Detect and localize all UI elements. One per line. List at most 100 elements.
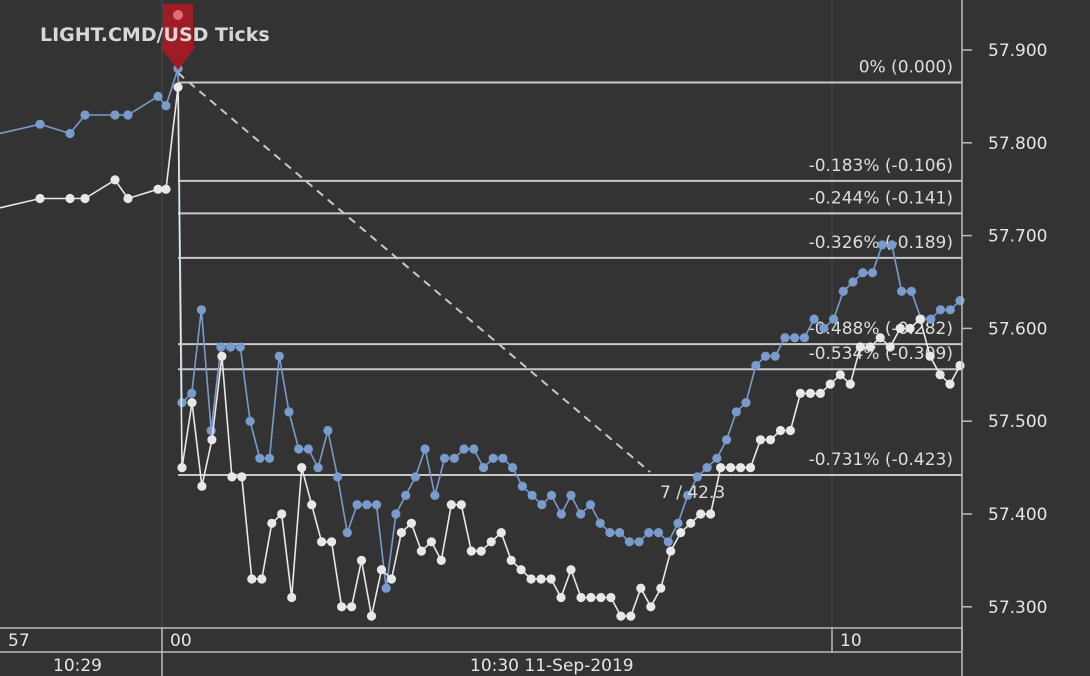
- data-point: [875, 333, 885, 343]
- data-point: [317, 537, 327, 547]
- data-point: [277, 509, 287, 519]
- marker-arrow-icon: [160, 46, 196, 70]
- data-point: [955, 360, 965, 371]
- series-1: [0, 82, 965, 621]
- chart-title: LIGHT.CMD/USD Ticks: [40, 24, 270, 46]
- data-point: [161, 101, 171, 111]
- data-point: [935, 305, 946, 315]
- data-point: [751, 360, 761, 371]
- data-point: [235, 342, 245, 352]
- data-point: [626, 611, 636, 621]
- data-point: [663, 537, 673, 547]
- data-point: [790, 333, 800, 343]
- data-point: [706, 509, 716, 519]
- data-point: [488, 453, 498, 463]
- data-point: [207, 435, 217, 445]
- data-point: [187, 388, 197, 398]
- data-point: [683, 490, 693, 500]
- data-point: [478, 463, 489, 473]
- data-point: [566, 490, 576, 500]
- y-axis: 57.900 57.800 57.700 57.600 57.500 57.400 57.3…: [962, 41, 1047, 618]
- data-point: [527, 490, 537, 500]
- data-point: [420, 444, 430, 454]
- data-point: [865, 342, 875, 352]
- x-label-10: 10: [840, 631, 862, 651]
- series-0: [0, 64, 965, 593]
- data-point: [809, 314, 819, 324]
- data-point: [722, 435, 732, 445]
- x-label-time-1029: 10:29: [53, 656, 102, 676]
- data-point: [436, 555, 446, 566]
- data-point: [702, 463, 712, 473]
- data-point: [815, 388, 826, 398]
- data-point: [347, 602, 357, 612]
- data-point: [616, 611, 626, 621]
- data-point: [536, 574, 546, 584]
- data-point: [653, 528, 664, 538]
- data-point: [391, 509, 401, 519]
- data-point: [906, 286, 917, 296]
- data-point: [867, 268, 878, 278]
- data-point: [925, 351, 935, 361]
- data-point: [595, 518, 605, 528]
- data-point: [745, 463, 756, 473]
- y-tick-label: 57.900: [988, 41, 1047, 61]
- data-point: [153, 91, 163, 101]
- data-point: [905, 323, 915, 333]
- data-point: [556, 509, 566, 519]
- y-tick-label: 57.400: [988, 505, 1047, 525]
- data-point: [945, 379, 955, 389]
- data-point: [80, 110, 90, 120]
- fib-levels: 0% (0.000) -0.183% (-0.106) -0.244% (-0.14…: [178, 57, 962, 477]
- data-point: [247, 574, 257, 584]
- data-point: [381, 583, 391, 593]
- measure-annotation: 7 / 42.3: [660, 483, 725, 503]
- data-point: [835, 370, 845, 380]
- fib-label: -0.488% (-0.282): [809, 319, 953, 339]
- data-point: [666, 546, 676, 556]
- data-point: [955, 296, 965, 306]
- data-point: [537, 500, 547, 510]
- data-point: [386, 574, 397, 584]
- data-point: [696, 509, 706, 519]
- y-tick-label: 57.800: [988, 134, 1047, 154]
- data-point: [80, 193, 90, 204]
- data-point: [35, 193, 45, 204]
- data-point: [237, 472, 247, 482]
- data-point: [416, 546, 426, 556]
- data-point: [556, 592, 566, 603]
- data-point: [546, 574, 556, 584]
- data-point: [506, 555, 516, 566]
- data-point: [605, 528, 615, 538]
- data-point: [819, 323, 829, 333]
- data-point: [274, 351, 284, 361]
- data-point: [303, 444, 313, 454]
- data-point: [362, 500, 372, 510]
- data-point: [829, 314, 839, 324]
- data-point: [196, 305, 206, 315]
- data-point: [371, 500, 382, 510]
- data-point: [161, 184, 171, 194]
- data-point: [795, 388, 806, 398]
- data-point: [401, 490, 411, 500]
- data-point: [845, 379, 855, 389]
- data-point: [636, 583, 646, 593]
- high-marker: [160, 4, 196, 70]
- y-tick-label: 57.700: [988, 227, 1047, 247]
- data-point: [673, 518, 683, 528]
- data-point: [726, 463, 736, 473]
- data-point: [153, 184, 163, 194]
- data-point: [760, 351, 771, 361]
- data-point: [410, 472, 420, 482]
- fib-label: -0.183% (-0.106): [809, 156, 953, 176]
- data-point: [585, 500, 596, 510]
- data-point: [716, 463, 726, 473]
- data-point: [342, 528, 352, 538]
- x-label-00: 00: [170, 631, 192, 651]
- data-point: [676, 528, 686, 538]
- data-point: [459, 444, 469, 454]
- data-point: [406, 518, 416, 528]
- data-point: [855, 342, 865, 352]
- data-point: [257, 574, 267, 584]
